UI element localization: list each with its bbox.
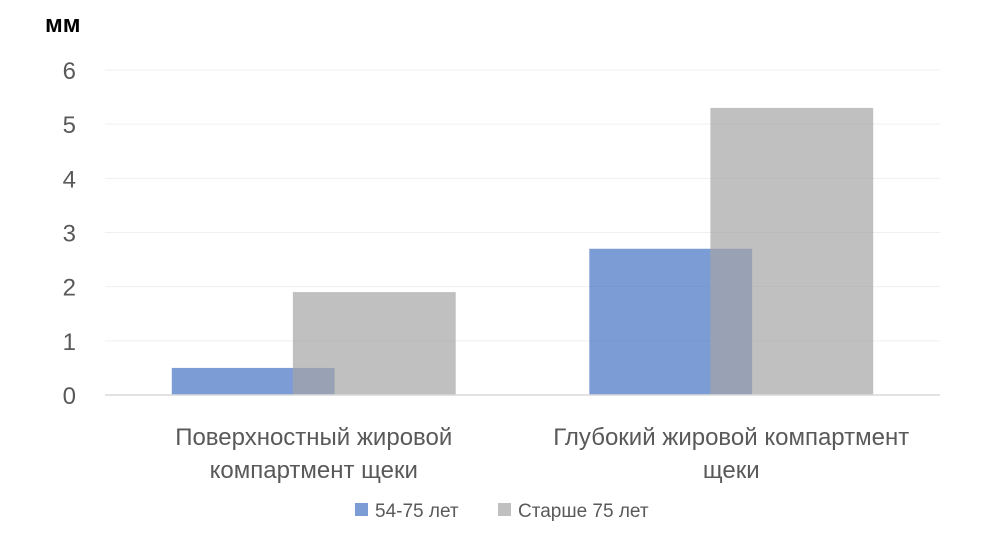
y-tick-label: 3 — [63, 221, 76, 248]
y-tick-label: 6 — [63, 58, 76, 85]
legend: 54-75 лет Старше 75 лет — [355, 501, 649, 522]
y-tick-label: 2 — [63, 275, 76, 302]
x-tick-labels: Поверхностный жировой компартмент щеки Глу… — [175, 424, 909, 484]
y-tick-labels: 0 1 2 3 4 5 6 — [63, 58, 76, 410]
legend-label: Старше 75 лет — [518, 501, 649, 522]
bars — [171, 107, 874, 396]
bar — [710, 107, 874, 396]
y-tick-label: 4 — [63, 166, 76, 193]
legend-swatch — [355, 503, 368, 516]
bar — [292, 292, 456, 395]
y-tick-label: 1 — [63, 329, 76, 356]
x-tick-label: Глубокий жировой компартмент щеки — [553, 424, 909, 484]
legend-swatch — [498, 503, 511, 516]
y-tick-label: 0 — [63, 383, 76, 410]
legend-label: 54-75 лет — [375, 501, 459, 522]
y-axis-label: мм — [45, 11, 81, 38]
y-tick-label: 5 — [63, 112, 76, 139]
x-tick-label: Поверхностный жировой компартмент щеки — [175, 424, 452, 484]
